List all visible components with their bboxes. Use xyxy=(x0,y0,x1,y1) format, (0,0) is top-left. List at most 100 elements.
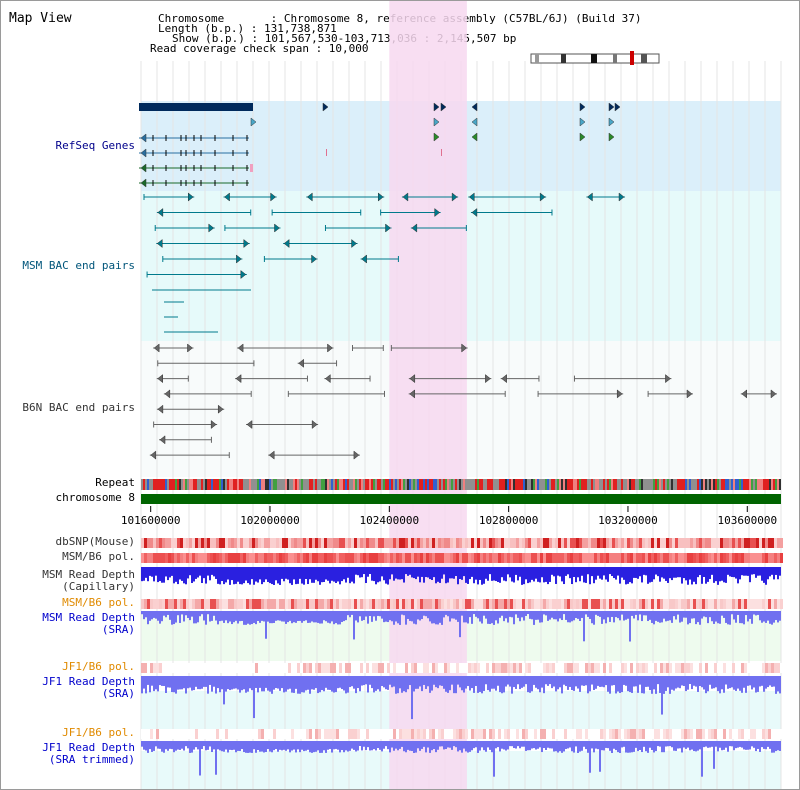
depth-bar xyxy=(547,611,549,621)
depth-bar xyxy=(711,741,713,747)
depth-bar xyxy=(187,567,189,579)
repeat-segment xyxy=(459,479,461,490)
depth-bar xyxy=(729,567,731,577)
depth-bar xyxy=(521,567,523,585)
heat-cell xyxy=(633,663,636,673)
ideogram-band xyxy=(613,54,617,63)
repeat-segment xyxy=(671,479,673,490)
depth-bar xyxy=(201,676,203,689)
depth-bar xyxy=(157,676,159,692)
repeat-segment xyxy=(329,479,331,490)
heat-cell xyxy=(282,663,285,673)
heat-cell xyxy=(777,538,780,548)
depth-bar xyxy=(639,676,641,685)
depth-bar xyxy=(777,567,779,580)
depth-bar xyxy=(487,567,489,581)
heat-cell xyxy=(621,538,624,548)
depth-bar xyxy=(433,567,435,578)
depth-bar xyxy=(379,567,381,582)
depth-bar xyxy=(501,567,503,578)
depth-bar xyxy=(565,567,567,576)
heat-cell xyxy=(522,553,525,563)
depth-bar xyxy=(735,741,737,749)
depth-bar xyxy=(347,676,349,693)
heat-cell xyxy=(264,538,267,548)
heat-cell xyxy=(168,538,171,548)
depth-bar xyxy=(459,741,461,751)
heat-cell xyxy=(225,599,228,609)
heat-cell xyxy=(327,553,330,563)
repeat-segment xyxy=(657,479,659,490)
depth-bar xyxy=(517,676,519,685)
heat-cell xyxy=(762,553,765,563)
heat-cell xyxy=(639,729,642,739)
depth-bar xyxy=(339,676,341,688)
jf1-depth-trimmed xyxy=(141,741,781,777)
depth-bar xyxy=(447,676,449,693)
depth-bar xyxy=(513,611,515,625)
depth-bar xyxy=(657,611,659,622)
heat-cell xyxy=(393,663,396,673)
depth-bar xyxy=(417,611,419,620)
depth-bar xyxy=(357,567,359,576)
heat-cell xyxy=(774,729,777,739)
heat-cell xyxy=(396,663,399,673)
heat-cell xyxy=(393,538,396,548)
heat-cell xyxy=(375,553,378,563)
depth-bar xyxy=(439,567,441,583)
depth-bar xyxy=(327,567,329,581)
depth-bar xyxy=(437,611,439,625)
heat-cell xyxy=(435,538,438,548)
repeat-segment xyxy=(491,479,493,490)
repeat-segment xyxy=(687,479,689,490)
gene-arrow xyxy=(608,102,615,112)
heat-cell xyxy=(165,553,168,563)
repeat-segment xyxy=(727,479,729,490)
depth-bar xyxy=(269,676,271,692)
heat-cell xyxy=(477,553,480,563)
heat-cell xyxy=(180,553,183,563)
depth-bar xyxy=(223,611,225,623)
repeat-segment xyxy=(529,479,531,490)
depth-bar xyxy=(577,567,579,578)
heat-cell xyxy=(651,729,654,739)
heat-cell xyxy=(357,538,360,548)
depth-bar xyxy=(337,676,339,689)
depth-bar xyxy=(743,676,745,688)
heat-cell xyxy=(462,538,465,548)
heat-cell xyxy=(339,553,342,563)
heat-cell xyxy=(552,729,555,739)
bac-end-arrow xyxy=(306,192,313,202)
heat-cell xyxy=(600,538,603,548)
repeat-segment xyxy=(373,479,375,490)
heat-cell xyxy=(708,663,711,673)
depth-bar xyxy=(265,676,267,688)
depth-bar xyxy=(151,676,153,686)
depth-bar xyxy=(627,567,629,584)
heat-cell xyxy=(408,599,411,609)
depth-bar xyxy=(537,567,539,582)
depth-bar xyxy=(379,741,381,750)
depth-bar xyxy=(509,611,511,617)
heat-cell xyxy=(456,599,459,609)
depth-bar xyxy=(249,567,251,585)
depth-bar xyxy=(469,611,471,618)
repeat-segment xyxy=(465,479,467,490)
heat-cell xyxy=(732,538,735,548)
depth-bar xyxy=(601,611,603,624)
heat-cell xyxy=(486,663,489,673)
repeat-segment xyxy=(421,479,423,490)
depth-bar xyxy=(687,611,689,625)
depth-bar xyxy=(173,741,175,753)
depth-bar xyxy=(493,741,495,777)
depth-bar xyxy=(287,611,289,623)
heat-cell xyxy=(636,538,639,548)
depth-bar xyxy=(301,676,303,693)
depth-bar xyxy=(473,611,475,615)
depth-bar xyxy=(419,676,421,687)
depth-bar xyxy=(771,676,773,687)
heat-cell xyxy=(255,729,258,739)
heat-cell xyxy=(378,729,381,739)
depth-bar xyxy=(601,567,603,580)
